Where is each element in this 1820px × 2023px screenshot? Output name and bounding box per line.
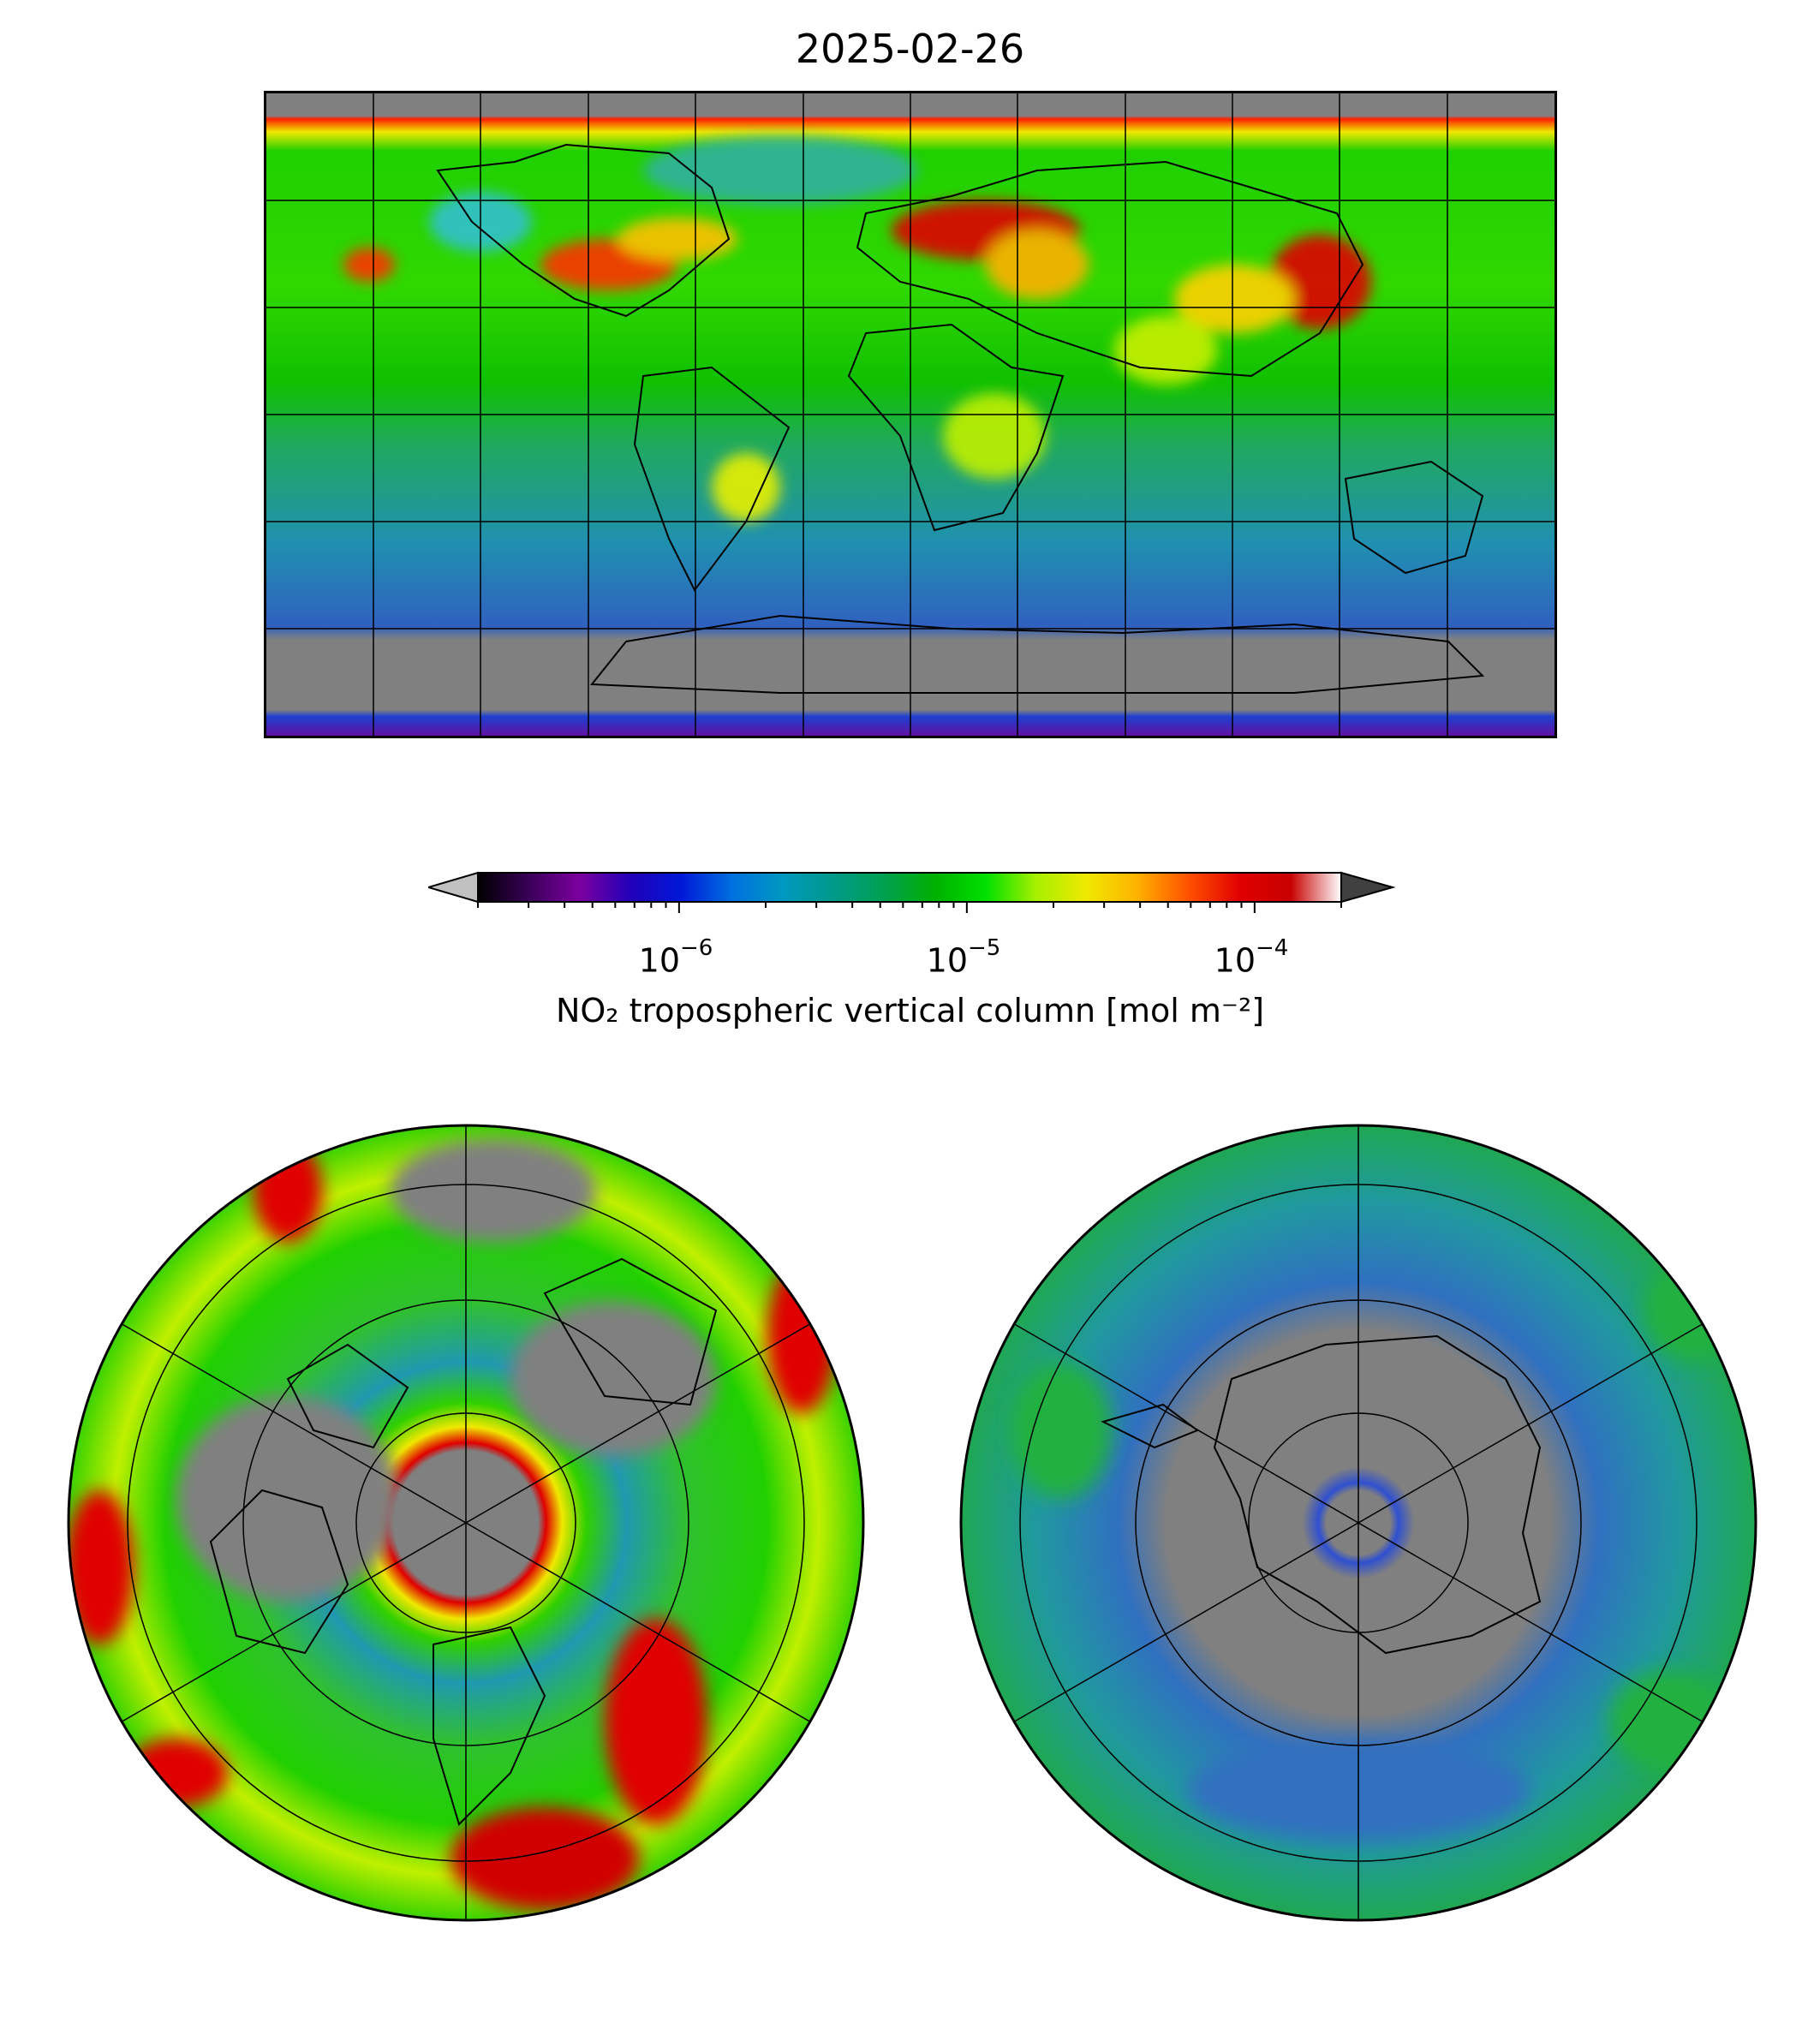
colorbar-tick-label-1e-6: 10−6 <box>638 935 713 980</box>
north-polar-map <box>65 1122 867 1924</box>
colorbar-label: NO₂ tropospheric vertical column [mol m⁻… <box>555 992 1265 1029</box>
figure-title: 2025-02-26 <box>795 26 1025 72</box>
colorbar <box>425 870 1396 922</box>
colorbar-tick-label-1e-5: 10−5 <box>926 935 1001 980</box>
colorbar-under-extension <box>425 871 479 904</box>
colorbar-over-extension <box>1340 871 1396 904</box>
south-polar-map <box>958 1122 1759 1924</box>
global-map <box>264 91 1557 738</box>
colorbar-gradient <box>477 872 1342 903</box>
colorbar-tick-label-1e-4: 10−4 <box>1214 935 1289 980</box>
